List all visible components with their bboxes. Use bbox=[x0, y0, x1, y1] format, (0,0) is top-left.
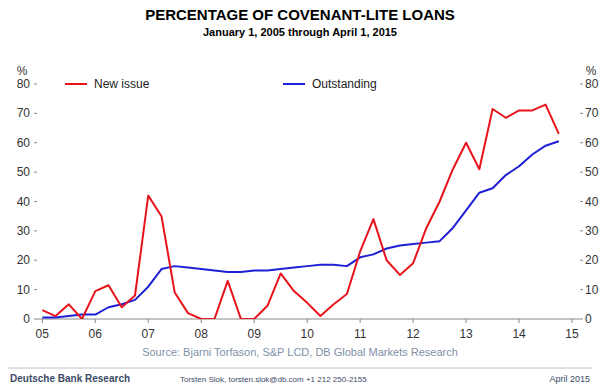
y-tick-label: 0 bbox=[23, 312, 30, 326]
x-tick bbox=[148, 319, 149, 323]
x-tick-label: 07 bbox=[142, 327, 156, 341]
y2-tick-label: 20 bbox=[585, 253, 599, 267]
y2-tick bbox=[580, 289, 583, 290]
footer-rule bbox=[8, 368, 592, 369]
y-tick bbox=[34, 84, 37, 85]
x-tick bbox=[572, 319, 573, 323]
x-tick bbox=[413, 319, 414, 323]
y2-tick-label: 50 bbox=[585, 165, 599, 179]
background bbox=[0, 0, 600, 391]
x-tick-label: 13 bbox=[459, 327, 473, 341]
y-tick bbox=[34, 319, 37, 320]
x-tick bbox=[95, 319, 96, 323]
y-tick bbox=[34, 172, 37, 173]
x-tick bbox=[254, 319, 255, 323]
subtitle: January 1, 2005 through April 1, 2015 bbox=[203, 26, 397, 38]
legend-label: New issue bbox=[94, 77, 150, 91]
x-tick bbox=[519, 319, 520, 323]
x-tick bbox=[307, 319, 308, 323]
y-tick-label: 70 bbox=[17, 106, 31, 120]
y2-tick bbox=[580, 172, 583, 173]
x-tick-label: 10 bbox=[300, 327, 314, 341]
x-tick-label: 08 bbox=[195, 327, 209, 341]
title: PERCENTAGE OF COVENANT-LITE LOANS bbox=[145, 6, 455, 23]
x-tick-label: 06 bbox=[89, 327, 103, 341]
y2-tick-label: 10 bbox=[585, 283, 599, 297]
y2-tick-label: 30 bbox=[585, 224, 599, 238]
x-tick-label: 14 bbox=[512, 327, 526, 341]
y-tick bbox=[34, 289, 37, 290]
y2-tick bbox=[580, 142, 583, 143]
y2-tick bbox=[580, 230, 583, 231]
y-tick bbox=[34, 230, 37, 231]
y-tick-label: 30 bbox=[17, 224, 31, 238]
x-tick bbox=[466, 319, 467, 323]
y-tick bbox=[34, 260, 37, 261]
y2-tick bbox=[580, 84, 583, 85]
chart: PERCENTAGE OF COVENANT-LITE LOANS January… bbox=[0, 0, 600, 391]
y2-tick bbox=[580, 260, 583, 261]
y-tick bbox=[34, 142, 37, 143]
y2-tick bbox=[580, 319, 583, 320]
x-axis bbox=[37, 319, 580, 320]
y-tick-label: 80 bbox=[17, 77, 31, 91]
plot-area bbox=[42, 105, 559, 319]
y2-tick bbox=[580, 113, 583, 114]
y-tick-label: 20 bbox=[17, 253, 31, 267]
x-tick-label: 15 bbox=[565, 327, 579, 341]
x-tick-label: 11 bbox=[354, 327, 367, 341]
y2-tick-label: 70 bbox=[585, 106, 599, 120]
x-tick bbox=[201, 319, 202, 323]
y-tick-label: 60 bbox=[17, 136, 31, 150]
y2-axis-label: % bbox=[586, 64, 597, 78]
y2-tick bbox=[580, 201, 583, 202]
x-tick-label: 09 bbox=[248, 327, 262, 341]
series-line bbox=[42, 105, 559, 319]
x-tick-label: 12 bbox=[406, 327, 420, 341]
y-tick-label: 50 bbox=[17, 165, 31, 179]
y-axis-label: % bbox=[17, 64, 28, 78]
y2-tick-label: 40 bbox=[585, 195, 599, 209]
footer-center: Torsten Slok, torsten.slok@db.com +1 212… bbox=[180, 375, 367, 384]
legend-swatch bbox=[65, 83, 87, 85]
x-tick bbox=[360, 319, 361, 323]
series-line bbox=[42, 141, 559, 317]
y-tick-label: 10 bbox=[17, 283, 31, 297]
legend-label: Outstanding bbox=[312, 77, 377, 91]
legend-swatch bbox=[283, 83, 305, 85]
source: Source: Bjarni Torfason, S&P LCD, DB Glo… bbox=[142, 346, 458, 358]
x-tick bbox=[42, 319, 43, 323]
y-tick-label: 40 bbox=[17, 195, 31, 209]
y2-tick-label: 0 bbox=[585, 312, 592, 326]
y2-tick-label: 80 bbox=[585, 77, 599, 91]
x-tick-label: 05 bbox=[36, 327, 50, 341]
y-tick bbox=[34, 201, 37, 202]
y2-tick-label: 60 bbox=[585, 136, 599, 150]
footer-left: Deutsche Bank Research bbox=[10, 373, 130, 384]
footer-right: April 2015 bbox=[549, 374, 590, 384]
y-tick bbox=[34, 113, 37, 114]
